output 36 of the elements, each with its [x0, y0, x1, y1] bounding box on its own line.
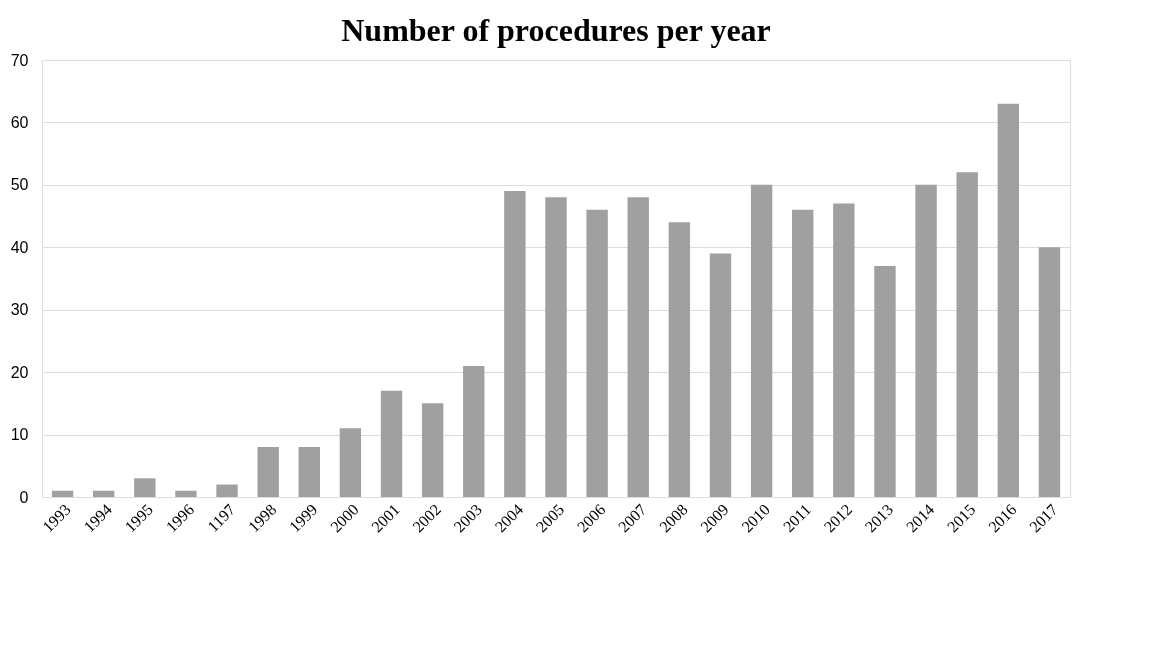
bar: [463, 365, 485, 497]
bar: [709, 253, 732, 497]
chart-title: Number of procedures per year: [341, 12, 771, 48]
bar: [421, 403, 444, 497]
y-tick-label: 20: [10, 363, 29, 381]
bar: [216, 484, 238, 497]
bar: [339, 428, 362, 497]
bar: [792, 209, 814, 497]
bar: [668, 222, 691, 497]
bar: [956, 172, 978, 497]
bar: [833, 203, 855, 497]
bar: [51, 490, 74, 497]
bar: [627, 197, 649, 497]
y-tick-label: 0: [19, 488, 29, 506]
y-tick-label: 30: [10, 301, 29, 319]
x-tick-label: 1999: [285, 500, 321, 536]
bar: [586, 209, 608, 497]
bar: [997, 103, 1020, 497]
y-tick-label: 40: [10, 238, 29, 256]
bar: [298, 447, 320, 497]
bar: [134, 478, 156, 497]
bar: [750, 184, 773, 497]
x-tick-label: 1993: [39, 500, 74, 536]
bar: [915, 184, 937, 497]
y-tick-label: 10: [10, 426, 29, 444]
bar: [1038, 247, 1061, 497]
y-tick-label: 70: [10, 51, 29, 69]
bar: [504, 191, 526, 497]
y-tick-label: 50: [10, 176, 29, 194]
bar: [874, 266, 896, 497]
bar: [257, 447, 279, 497]
y-tick-label: 60: [10, 113, 29, 131]
bar: [380, 390, 403, 497]
bar: [92, 490, 115, 497]
bar: [545, 197, 567, 497]
bar: [175, 490, 197, 497]
